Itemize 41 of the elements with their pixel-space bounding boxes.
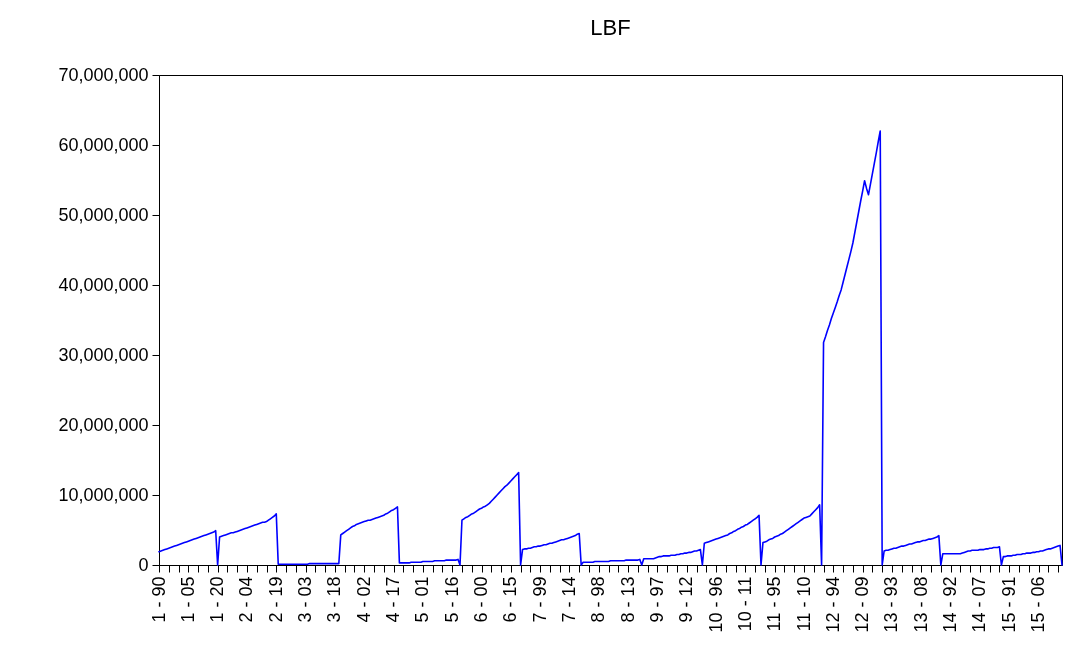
x-tick-label: 5 - 01 [412, 576, 433, 623]
y-tick-label: 0 [138, 554, 149, 575]
x-tick-label: 3 - 03 [295, 576, 316, 623]
line-series [158, 130, 1063, 566]
x-tick-label: 13 - 93 [881, 576, 902, 633]
x-tick-label: 10 - 96 [705, 576, 726, 633]
x-tick-label: 7 - 14 [558, 576, 579, 623]
x-tick-label: 1 - 20 [207, 576, 228, 623]
y-tick-label: 50,000,000 [58, 204, 149, 225]
y-tick-label: 40,000,000 [58, 274, 149, 295]
x-tick-label: 5 - 16 [441, 576, 462, 623]
x-tick-label: 8 - 98 [588, 576, 609, 623]
x-tick-label: 6 - 15 [500, 576, 521, 623]
x-tick-label: 12 - 94 [822, 576, 843, 633]
y-tick-label: 20,000,000 [58, 414, 149, 435]
x-tick-label: 12 - 09 [852, 576, 873, 633]
y-tick-label: 30,000,000 [58, 344, 149, 365]
x-tick-label: 10 - 11 [734, 576, 755, 632]
x-tick-label: 7 - 99 [529, 576, 550, 623]
x-tick-label: 6 - 00 [471, 576, 491, 623]
x-tick-label: 2 - 19 [265, 576, 286, 623]
x-tick-label: 8 - 13 [617, 576, 638, 623]
x-tick-label: 2 - 04 [236, 576, 257, 623]
x-tick-label: 11 - 10 [793, 576, 814, 632]
x-tick-label: 14 - 92 [940, 576, 961, 633]
x-tick-label: 14 - 07 [969, 576, 990, 633]
x-tick-label: 13 - 08 [910, 576, 931, 633]
x-tick-label: 3 - 18 [324, 576, 345, 623]
x-tick-label: 1 - 90 [148, 576, 169, 623]
x-tick-label: 9 - 97 [646, 576, 667, 623]
x-tick-label: 9 - 12 [676, 576, 697, 623]
x-tick-label: 15 - 91 [998, 576, 1019, 633]
y-tick-label: 60,000,000 [58, 134, 149, 155]
x-tick-label: 1 - 05 [177, 576, 198, 623]
y-tick-label: 70,000,000 [58, 64, 149, 85]
x-tick-label: 15 - 06 [1028, 576, 1049, 633]
chart-title: LBF [590, 15, 631, 40]
x-tick-label: 11 - 95 [764, 576, 785, 632]
y-tick-label: 10,000,000 [58, 484, 149, 505]
x-tick-label: 4 - 17 [383, 576, 404, 623]
x-tick-label: 4 - 02 [353, 576, 374, 623]
